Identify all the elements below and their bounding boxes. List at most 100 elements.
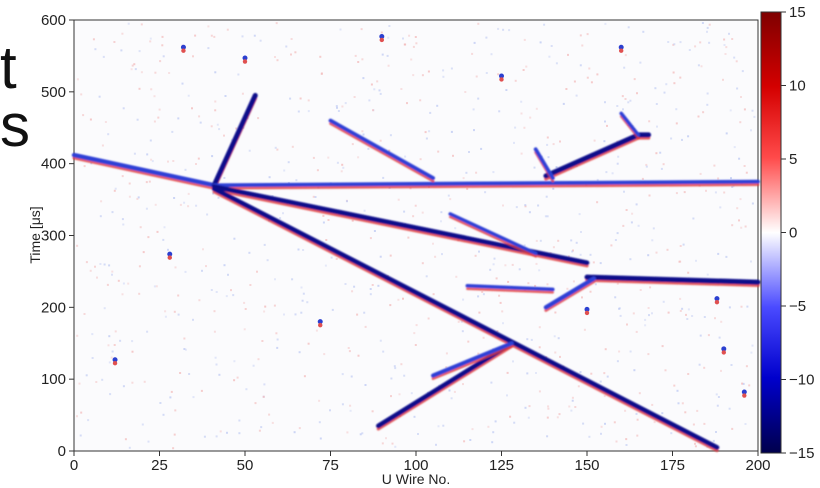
noise-speck [95,381,98,383]
noise-speck [323,353,326,356]
noise-speck [335,258,338,260]
noise-speck [645,163,648,166]
noise-speck [504,264,507,267]
noise-speck [466,187,469,190]
noise-speck [648,120,651,123]
noise-speck [700,65,703,68]
noise-speck [397,298,400,301]
noise-speck [79,434,82,437]
noise-speck [110,356,113,359]
noise-speck [215,435,218,438]
noise-speck [712,439,715,442]
noise-speck [606,375,609,378]
noise-speck [552,187,555,190]
noise-speck [647,353,650,356]
noise-speck [216,123,219,126]
blob [714,299,720,305]
noise-speck [604,101,606,104]
noise-speck [575,241,578,244]
noise-speck [320,72,323,75]
noise-speck [525,65,528,68]
noise-speck [94,265,96,268]
noise-speck [381,53,384,56]
noise-speck [637,224,640,227]
noise-speck [103,307,106,310]
noise-speck [223,176,226,179]
noise-speck [622,224,625,227]
noise-speck [285,45,288,48]
noise-speck [336,161,339,164]
noise-speck [526,338,529,341]
noise-speck [203,435,206,438]
noise-speck [604,22,607,25]
track [533,147,555,180]
noise-speck [624,98,627,100]
noise-speck [744,423,747,425]
noise-speck [604,348,607,351]
noise-speck [238,432,241,435]
noise-speck [139,226,142,229]
colorbar-tick-label: 0 [789,225,797,242]
noise-speck [629,350,632,353]
blob [181,48,186,53]
noise-speck [254,402,257,405]
noise-speck [390,395,392,398]
noise-speck [158,108,161,111]
noise-speck [187,205,190,208]
noise-speck [706,103,709,106]
noise-speck [574,406,577,408]
noise-speck [235,127,238,130]
track [543,132,641,179]
noise-speck [538,269,541,272]
noise-speck [614,296,617,299]
noise-speck [364,384,367,386]
noise-speck [232,294,235,297]
noise-speck [136,118,139,121]
noise-speck [290,38,293,40]
noise-speck [373,88,376,91]
noise-speck [406,102,408,105]
track-shadow [620,115,640,140]
noise-speck [635,330,638,333]
noise-speck [261,340,264,342]
noise-speck [615,440,618,443]
noise-speck [428,130,431,133]
noise-speck [367,147,370,150]
noise-speck [472,108,475,111]
noise-speck [499,301,502,304]
noise-speck [627,101,630,104]
noise-speck [495,277,498,280]
noise-speck [739,121,742,124]
noise-speck [622,108,624,111]
noise-speck [335,105,338,107]
track [619,111,641,137]
noise-speck [546,283,549,286]
noise-speck [421,262,424,265]
y-tick-label: 100 [41,371,66,388]
noise-speck [210,289,213,291]
noise-speck [539,239,542,242]
noise-speck [524,205,527,208]
noise-speck [402,37,404,40]
noise-speck [441,253,443,256]
noise-speck [473,41,476,44]
noise-speck [403,374,406,377]
noise-speck [149,40,152,43]
noise-speck [498,110,501,113]
noise-speck [223,134,225,137]
noise-speck [523,38,526,41]
noise-speck [616,162,619,165]
noise-speck [362,77,365,80]
blob [242,55,248,61]
noise-speck [436,104,439,107]
noise-speck [330,256,333,259]
noise-speck [214,71,217,74]
noise-speck [414,204,417,207]
noise-speck [751,344,754,347]
noise-speck [223,264,226,267]
noise-speck [162,55,165,58]
y-axis-label: Time [μs] [27,206,43,263]
noise-speck [647,254,650,257]
noise-speck [101,378,104,381]
noise-speck [490,53,493,56]
